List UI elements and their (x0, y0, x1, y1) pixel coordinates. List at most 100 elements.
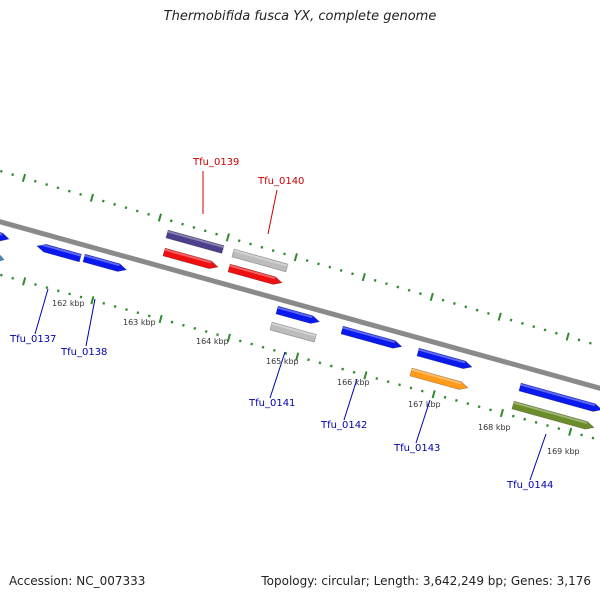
minor-tick (352, 370, 356, 374)
gene-feature-blue[interactable] (416, 347, 473, 371)
minor-tick (271, 249, 275, 253)
gene-feature-blue[interactable] (275, 305, 321, 325)
minor-tick (193, 326, 197, 330)
gene-feature-blue[interactable] (82, 253, 128, 273)
tick-rings (0, 169, 595, 440)
minor-tick (113, 305, 117, 308)
minor-tick (113, 202, 116, 206)
gene-feature-purple[interactable] (165, 229, 225, 254)
major-tick (89, 193, 95, 202)
gene-label: Tfu_0141 (248, 398, 295, 409)
gene-label: Tfu_0138 (60, 347, 107, 358)
scale-label: 164 kbp (196, 337, 229, 346)
minor-tick (307, 358, 310, 362)
minor-tick (136, 311, 140, 315)
minor-tick (546, 424, 549, 427)
minor-tick (475, 308, 479, 312)
minor-tick (147, 314, 151, 318)
leader-line (529, 433, 547, 481)
minor-tick (385, 282, 388, 286)
label-leader-lines (34, 171, 547, 481)
minor-tick (386, 380, 390, 384)
minor-tick (453, 302, 456, 305)
major-tick (568, 427, 573, 436)
minor-tick (45, 183, 49, 186)
gene-feature-blue[interactable] (340, 325, 403, 350)
gene-features[interactable] (0, 226, 600, 431)
minor-tick (34, 283, 37, 286)
gene-feature-steelblue[interactable] (0, 248, 5, 263)
minor-tick (204, 330, 208, 333)
minor-tick (477, 405, 481, 409)
minor-tick (181, 222, 184, 226)
minor-tick (238, 339, 242, 343)
minor-tick (79, 295, 83, 299)
gene-feature-blue[interactable] (518, 382, 600, 413)
gene-feature-gray[interactable] (269, 321, 317, 343)
minor-tick (283, 252, 286, 256)
minor-tick (420, 389, 424, 393)
minor-tick (373, 278, 377, 282)
gene-feature-blue[interactable] (36, 242, 82, 263)
minor-tick (0, 273, 3, 277)
gene-feature-red[interactable] (227, 263, 283, 286)
leader-line (269, 351, 286, 399)
minor-tick (101, 199, 105, 203)
minor-tick (45, 286, 49, 290)
minor-tick (489, 408, 492, 412)
major-tick (158, 314, 163, 324)
map-title: Thermobifida fusca YX, complete genome (163, 9, 437, 24)
major-tick (295, 352, 300, 361)
minor-tick (532, 325, 536, 329)
minor-tick (317, 262, 320, 266)
minor-tick (534, 420, 538, 424)
major-tick (90, 296, 95, 305)
minor-tick (466, 402, 470, 406)
minor-tick (250, 342, 254, 346)
major-tick (499, 408, 504, 418)
minor-tick (237, 239, 241, 243)
gene-labels: Tfu_0137 Tfu_0138 Tfu_0139 Tfu_0140 Tfu_0141… (9, 157, 553, 491)
scale-label: 166 kbp (337, 378, 370, 387)
gene-feature-blue[interactable] (0, 226, 10, 243)
scale-label: 162 kbp (52, 299, 85, 308)
scale-label: 168 kbp (478, 423, 511, 432)
minor-tick (398, 383, 401, 387)
minor-tick (216, 333, 219, 337)
minor-tick (79, 192, 83, 196)
minor-tick (182, 323, 185, 327)
minor-tick (318, 361, 322, 365)
minor-tick (11, 173, 15, 177)
minor-tick (147, 212, 150, 216)
minor-tick (339, 269, 343, 272)
minor-tick (557, 427, 561, 431)
leader-line (415, 399, 431, 444)
gene-label: Tfu_0143 (393, 443, 440, 454)
minor-tick (284, 352, 288, 355)
genome-backbone (0, 219, 600, 391)
gene-feature-olive[interactable] (511, 400, 595, 431)
minor-tick (249, 242, 252, 246)
scale-label: 169 kbp (547, 447, 580, 456)
gene-feature-gray[interactable] (231, 248, 289, 273)
leader-line (343, 378, 358, 421)
minor-tick (523, 417, 527, 421)
minor-tick (192, 226, 196, 229)
minor-tick (409, 386, 413, 390)
leader-line (267, 189, 278, 235)
minor-tick (419, 292, 422, 296)
minor-tick (56, 186, 60, 190)
gene-feature-orange[interactable] (409, 367, 469, 391)
minor-tick (511, 414, 515, 418)
minor-tick (261, 345, 265, 349)
gene-label: Tfu_0140 (257, 176, 304, 187)
gene-feature-red[interactable] (162, 247, 219, 271)
minor-tick (305, 259, 309, 263)
major-tick (497, 312, 502, 321)
minor-tick (215, 232, 218, 236)
major-tick (22, 277, 27, 286)
minor-tick (455, 399, 458, 402)
minor-tick (125, 308, 128, 312)
